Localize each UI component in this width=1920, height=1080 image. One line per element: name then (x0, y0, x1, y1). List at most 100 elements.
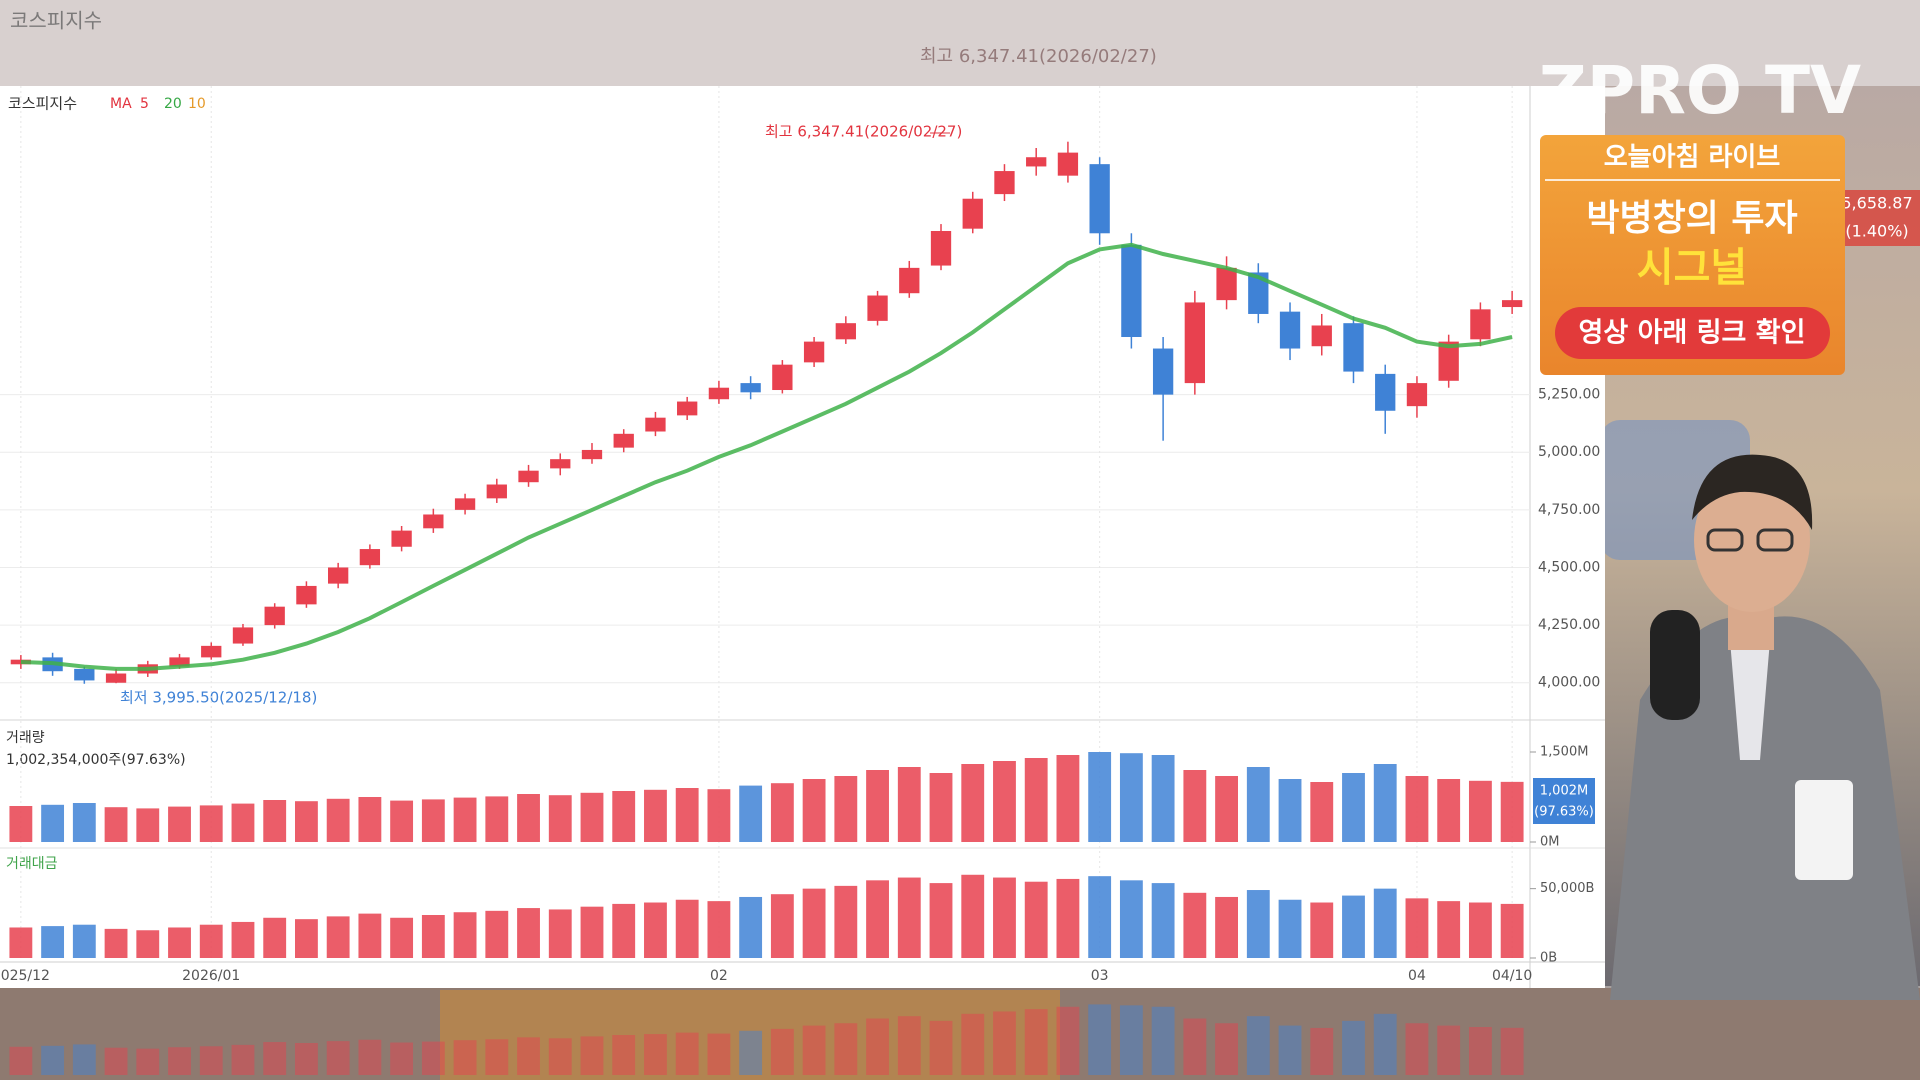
presenter (1610, 454, 1920, 1000)
volume-bar (866, 770, 889, 842)
amount-bar (485, 910, 509, 958)
amount-bar (199, 924, 223, 958)
amount-bar (9, 927, 33, 958)
amount-bar (1183, 892, 1207, 958)
volume-bar (675, 788, 699, 842)
bg-volume-bars (9, 1004, 1524, 1075)
face (1694, 468, 1810, 612)
ma-period: 20 (164, 96, 182, 112)
volume-bar (1024, 1009, 1048, 1075)
x-tick-label: 2025/12 (0, 968, 50, 984)
volume-bar (548, 795, 572, 842)
amount-bar (1119, 880, 1143, 958)
amount-title: 거래대금 (6, 856, 58, 872)
candle-body (677, 401, 698, 416)
amount-bar (1056, 878, 1080, 958)
candle-body (1152, 348, 1174, 395)
volume-bar (390, 800, 414, 842)
candle-body (645, 417, 666, 432)
y-tick-label: 50,000B (1540, 881, 1594, 896)
chart-title: 코스피지수 (8, 95, 77, 113)
volume-bar (739, 785, 763, 842)
candle-body (1089, 164, 1110, 234)
bottom-banner (440, 990, 1060, 1080)
candle-body (169, 657, 190, 667)
volume-bar (1088, 1004, 1112, 1075)
headline-accent: 시그널 (1637, 245, 1747, 291)
ma-line (20, 242, 1513, 671)
candle-body (264, 606, 285, 626)
volume-bar (517, 794, 540, 842)
candle-body (1248, 272, 1269, 314)
bg-price-tag (1835, 190, 1920, 246)
volume-title: 거래량 (6, 730, 45, 746)
low-note: 최저 3,995.50(2025/12/18) (120, 689, 317, 707)
amount-bar (1024, 881, 1048, 958)
volume-bar (263, 800, 287, 842)
volume-last-pct: (97.63%) (1534, 805, 1594, 820)
amount-bar (72, 924, 96, 958)
amount-bar (136, 930, 160, 958)
volume-bar (1278, 1025, 1302, 1075)
volume-bar (199, 1046, 223, 1075)
amount-bar (453, 912, 477, 958)
volume-bar (1278, 779, 1302, 842)
volume-bar (1215, 1023, 1238, 1075)
volume-bar (897, 1016, 921, 1075)
cup (1795, 780, 1853, 880)
candle-body (1375, 373, 1396, 411)
volume-bar (1500, 1027, 1524, 1075)
volume-bar (1342, 773, 1365, 842)
volume-bar (961, 1013, 985, 1075)
candle-body (740, 383, 761, 393)
chart-panel (0, 86, 1605, 988)
amount-bar (707, 901, 731, 958)
candle-body (962, 198, 983, 229)
amount-bar (580, 906, 604, 958)
volume-bar (961, 764, 985, 842)
volume-bar (1437, 779, 1461, 842)
volume-bar (72, 1044, 96, 1075)
amount-bar (1151, 883, 1175, 958)
bg-change: (1.40%) (1845, 222, 1908, 241)
candle-body (899, 267, 920, 294)
amount-bar (961, 874, 985, 958)
amount-bar (1088, 876, 1112, 958)
candle-body (867, 295, 888, 321)
volume-bar (199, 805, 223, 842)
amount-bar (1342, 895, 1365, 958)
volume-bar (739, 1030, 763, 1075)
volume-bar (770, 1028, 794, 1075)
cta-pill (1555, 307, 1830, 359)
candle-body (1311, 325, 1332, 347)
volume-bar (675, 1032, 699, 1075)
amount-bar (231, 921, 255, 958)
x-tick-label: 04 (1408, 968, 1426, 984)
candle-body (10, 659, 32, 665)
y-tick-label: 4,750.00 (1538, 502, 1600, 518)
glasses (1706, 528, 1744, 552)
volume-bar (231, 803, 255, 842)
volume-bar (644, 789, 667, 842)
shirt (1730, 640, 1770, 760)
volume-bar (358, 1039, 382, 1075)
amount-bar (326, 916, 350, 958)
volume-bar (548, 1038, 572, 1075)
volume-bar (295, 1043, 318, 1075)
candle-body (201, 645, 222, 658)
volume-bar (1310, 1027, 1334, 1075)
channel-logo: ZPRO TV (1539, 52, 1861, 129)
volume-bar (1151, 1006, 1175, 1075)
volume-bar (1405, 1023, 1429, 1075)
candle-body (328, 567, 349, 584)
amount-bar (168, 927, 191, 958)
amount-bar (358, 913, 382, 958)
volume-bar (580, 792, 604, 842)
candle-body (1438, 341, 1459, 381)
amount-bar (993, 877, 1016, 958)
y-tick-label: 4,000.00 (1538, 675, 1600, 691)
volume-bar (1183, 1018, 1207, 1075)
y-tick-label: 5,250.00 (1538, 387, 1600, 403)
candle-body (359, 549, 381, 566)
amount-bar (866, 880, 889, 958)
